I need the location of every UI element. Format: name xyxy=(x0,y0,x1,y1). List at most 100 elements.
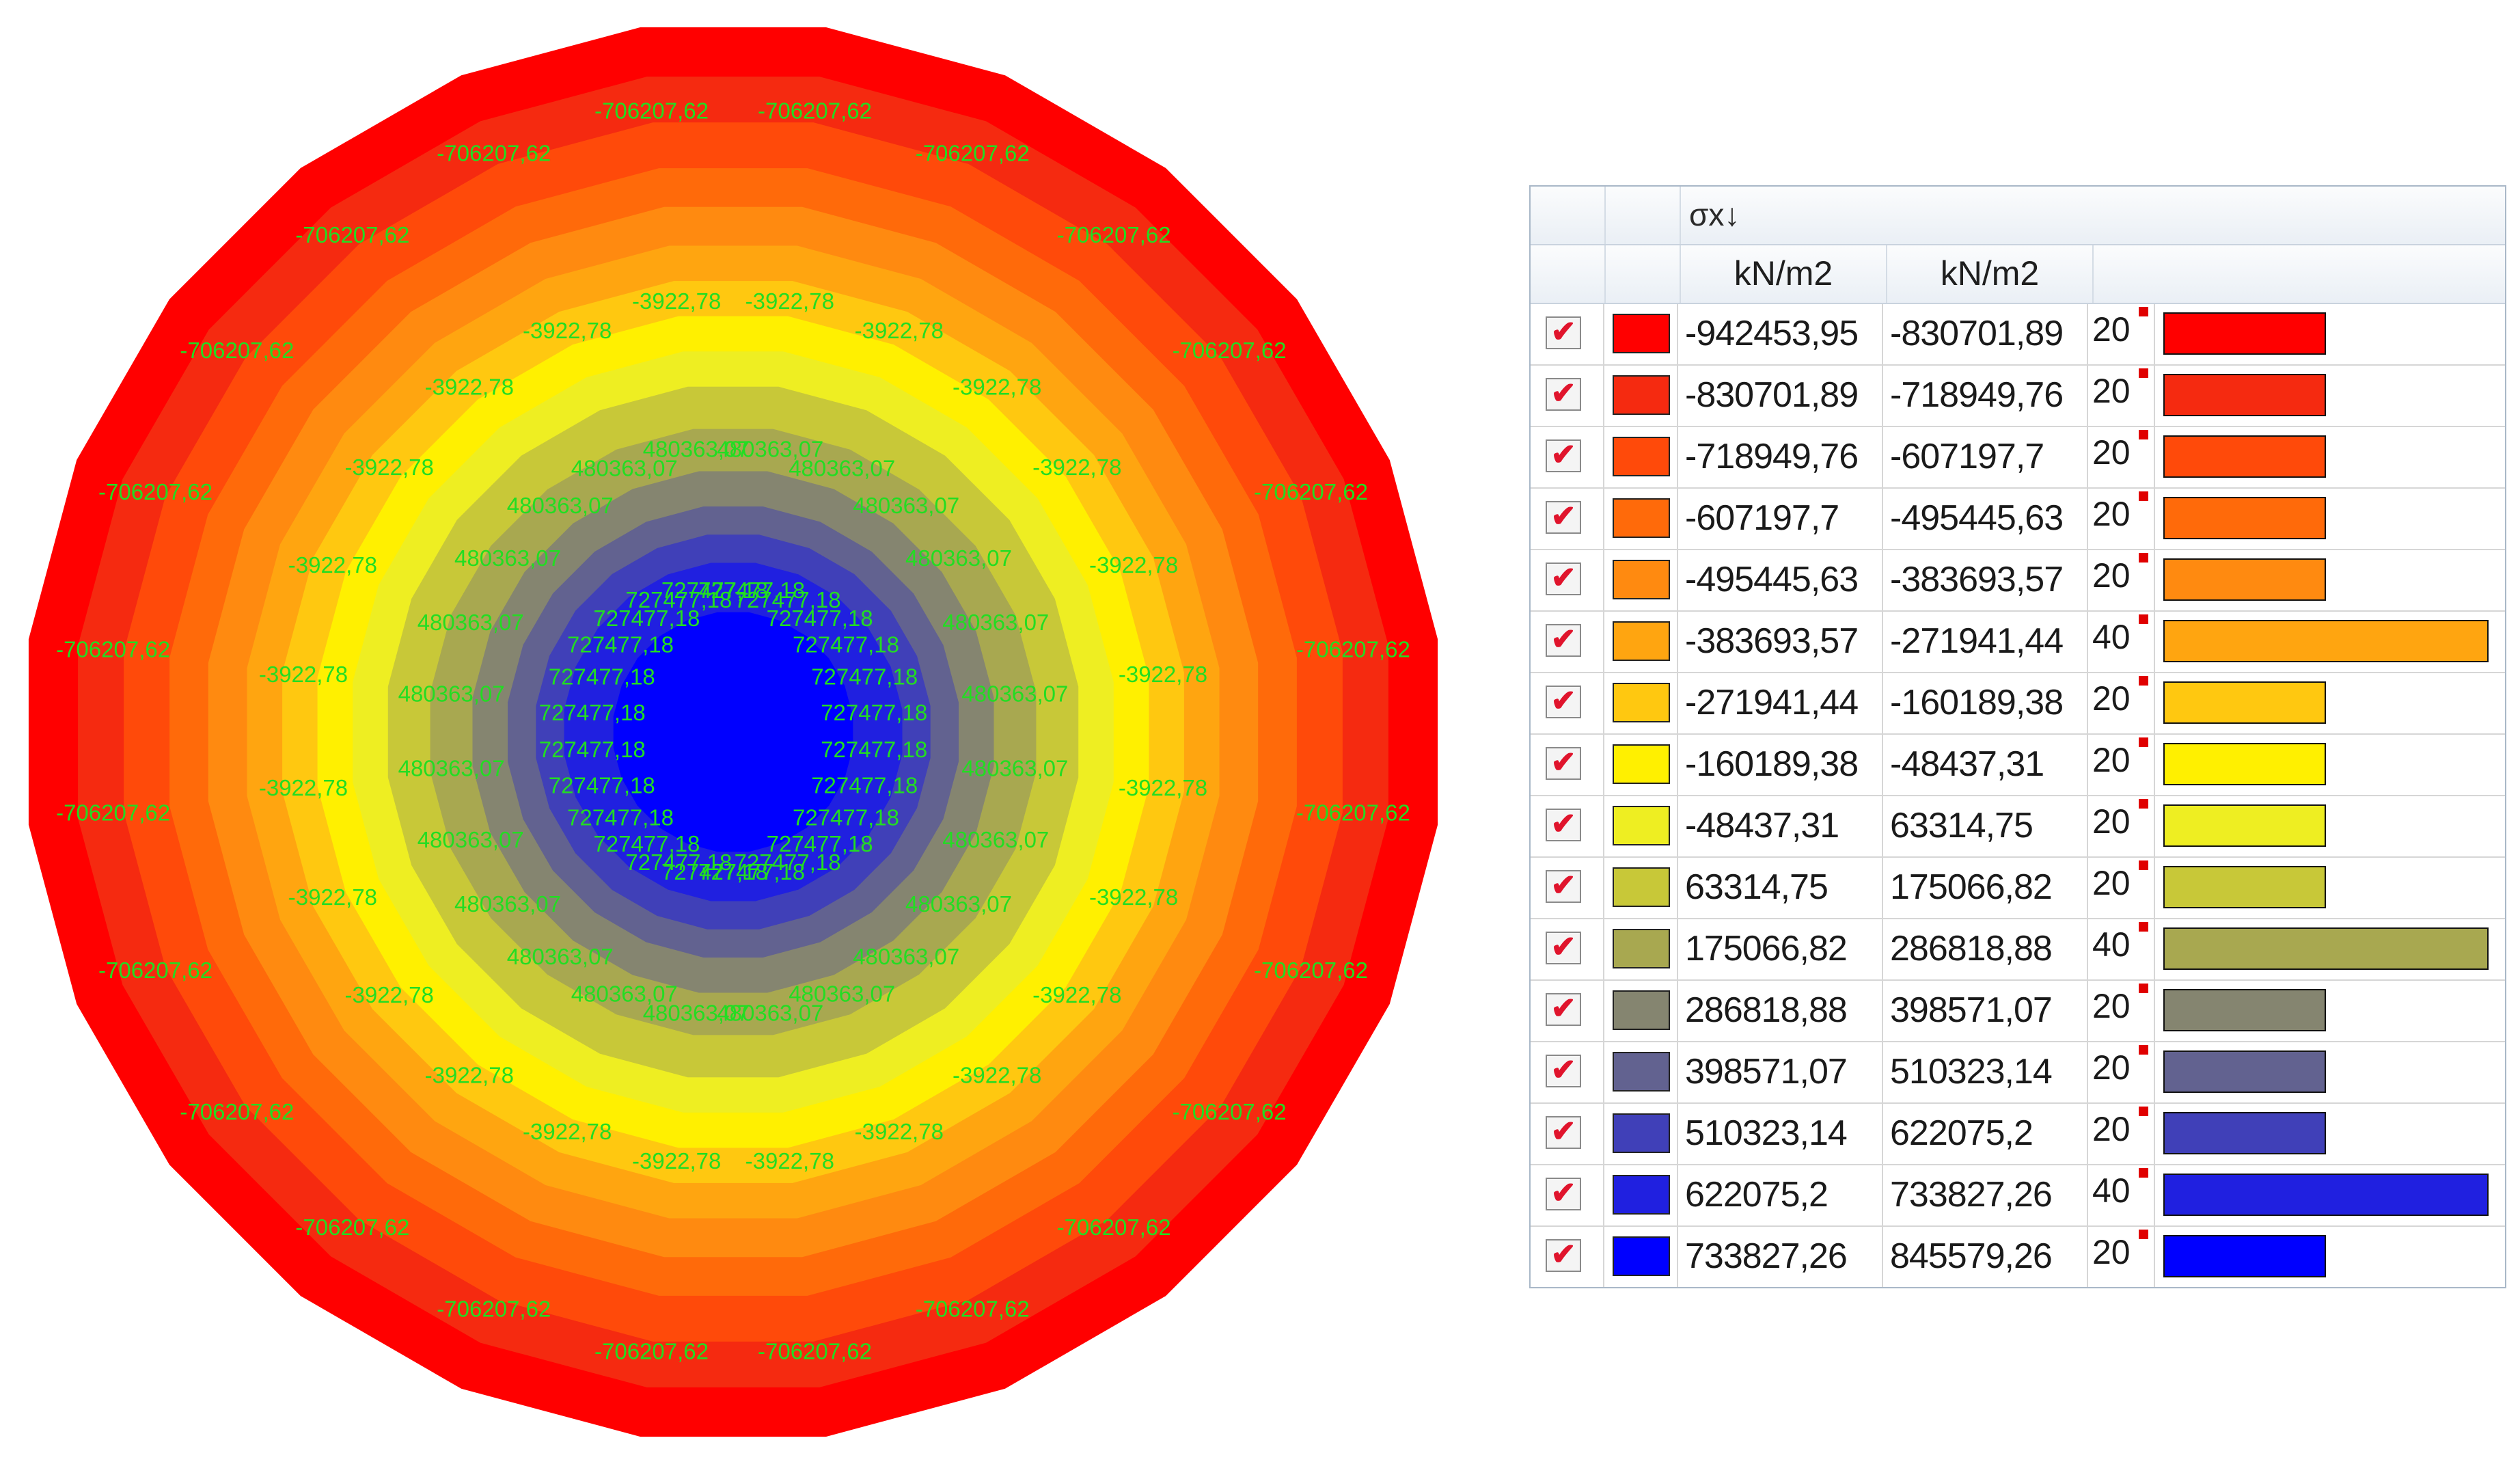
visibility-checkbox[interactable]: ✔ xyxy=(1546,1055,1581,1087)
visibility-checkbox[interactable]: ✔ xyxy=(1546,1116,1581,1149)
visibility-checkbox[interactable]: ✔ xyxy=(1546,1178,1581,1210)
contour-label: -706207,62 xyxy=(758,98,872,124)
contour-label: -3922,78 xyxy=(345,982,434,1007)
contour-label: 480363,07 xyxy=(507,493,614,518)
color-swatch[interactable] xyxy=(1613,806,1670,845)
percent-bar xyxy=(2163,989,2326,1031)
range-to-value: -718949,76 xyxy=(1883,366,2088,426)
contour-label: 727477,18 xyxy=(698,578,805,603)
contour-label: 480363,07 xyxy=(454,545,561,571)
visibility-checkbox[interactable]: ✔ xyxy=(1546,870,1581,903)
contour-label: -706207,62 xyxy=(916,1297,1030,1322)
percent-marker-icon xyxy=(2139,799,2148,809)
contour-label: -3922,78 xyxy=(425,375,514,400)
color-swatch[interactable] xyxy=(1613,744,1670,784)
percent-bar xyxy=(2163,1112,2326,1154)
range-from-value: -607197,7 xyxy=(1678,489,1883,549)
color-swatch[interactable] xyxy=(1613,1175,1670,1215)
percent-bar xyxy=(2163,1050,2326,1093)
contour-label: -3922,78 xyxy=(288,552,377,578)
legend-row: ✔ 622075,2 733827,26 40 xyxy=(1531,1165,2505,1227)
visibility-checkbox[interactable]: ✔ xyxy=(1546,809,1581,841)
visibility-checkbox[interactable]: ✔ xyxy=(1546,624,1581,657)
visibility-checkbox[interactable]: ✔ xyxy=(1546,747,1581,780)
range-from-value: 175066,82 xyxy=(1678,919,1883,979)
contour-label: -706207,62 xyxy=(1057,1215,1171,1240)
visibility-checkbox[interactable]: ✔ xyxy=(1546,501,1581,534)
percent-value: 20 xyxy=(2088,981,2155,1041)
contour-label: -3922,78 xyxy=(288,884,377,910)
color-swatch[interactable] xyxy=(1613,1113,1670,1153)
percent-marker-icon xyxy=(2139,1107,2148,1116)
range-from-value: -718949,76 xyxy=(1678,427,1883,487)
legend-row: ✔ 63314,75 175066,82 20 xyxy=(1531,858,2505,919)
visibility-checkbox[interactable]: ✔ xyxy=(1546,993,1581,1026)
range-to-value: -160189,38 xyxy=(1883,673,2088,733)
visibility-checkbox[interactable]: ✔ xyxy=(1546,378,1581,411)
range-from-value: 622075,2 xyxy=(1678,1165,1883,1225)
contour-label: 480363,07 xyxy=(571,456,678,481)
contour-label: -706207,62 xyxy=(758,1338,872,1364)
range-to-value: -607197,7 xyxy=(1883,427,2088,487)
contour-label: 727477,18 xyxy=(735,850,841,875)
color-swatch[interactable] xyxy=(1613,621,1670,661)
percent-marker-icon xyxy=(2139,614,2148,624)
color-swatch[interactable] xyxy=(1613,929,1670,968)
color-swatch[interactable] xyxy=(1613,867,1670,907)
percent-value: 20 xyxy=(2088,673,2155,733)
visibility-checkbox[interactable]: ✔ xyxy=(1546,316,1581,349)
legend-row: ✔ 733827,26 845579,26 20 xyxy=(1531,1227,2505,1287)
visibility-checkbox[interactable]: ✔ xyxy=(1546,562,1581,595)
range-to-value: 286818,88 xyxy=(1883,919,2088,979)
contour-label: 727477,18 xyxy=(549,664,655,689)
contour-label: -706207,62 xyxy=(98,958,213,983)
color-swatch[interactable] xyxy=(1613,1052,1670,1092)
legend-table: σx↓ kN/m2 kN/m2 ✔ -942453,95 -830701,89 20 ✔… xyxy=(1529,185,2506,1288)
color-swatch[interactable] xyxy=(1613,314,1670,353)
contour-label: 480363,07 xyxy=(789,981,895,1006)
contour-label: -3922,78 xyxy=(523,318,612,343)
color-swatch[interactable] xyxy=(1613,375,1670,415)
range-from-value: -830701,89 xyxy=(1678,366,1883,426)
contour-label: -706207,62 xyxy=(1296,800,1410,826)
visibility-checkbox[interactable]: ✔ xyxy=(1546,932,1581,964)
contour-label: 480363,07 xyxy=(417,610,524,635)
contour-label: -706207,62 xyxy=(1173,1099,1287,1124)
color-swatch[interactable] xyxy=(1613,498,1670,538)
contour-label: -3922,78 xyxy=(345,455,434,480)
visibility-checkbox[interactable]: ✔ xyxy=(1546,686,1581,718)
range-to-value: -495445,63 xyxy=(1883,489,2088,549)
contour-label: -706207,62 xyxy=(1057,222,1171,247)
color-swatch[interactable] xyxy=(1613,437,1670,476)
contour-label: 727477,18 xyxy=(625,850,732,875)
color-swatch[interactable] xyxy=(1613,560,1670,599)
contour-label: 727477,18 xyxy=(767,606,873,631)
range-to-value: 733827,26 xyxy=(1883,1165,2088,1225)
contour-label: 480363,07 xyxy=(853,944,959,969)
visibility-checkbox[interactable]: ✔ xyxy=(1546,439,1581,472)
contour-label: -3922,78 xyxy=(1119,662,1207,687)
contour-label: 480363,07 xyxy=(417,827,524,852)
visibility-checkbox[interactable]: ✔ xyxy=(1546,1239,1581,1272)
legend-row: ✔ -48437,31 63314,75 20 xyxy=(1531,796,2505,858)
range-from-value: 733827,26 xyxy=(1678,1227,1883,1287)
contour-label: -3922,78 xyxy=(1089,884,1178,910)
contour-label: 727477,18 xyxy=(539,700,646,725)
color-swatch[interactable] xyxy=(1613,990,1670,1030)
legend-units-header: kN/m2 kN/m2 xyxy=(1531,245,2505,304)
percent-value: 20 xyxy=(2088,550,2155,610)
contour-label: -3922,78 xyxy=(1089,552,1178,578)
percent-value: 40 xyxy=(2088,612,2155,672)
color-swatch[interactable] xyxy=(1613,683,1670,722)
contour-label: 727477,18 xyxy=(567,805,674,830)
color-swatch[interactable] xyxy=(1613,1236,1670,1276)
legend-row: ✔ -830701,89 -718949,76 20 xyxy=(1531,366,2505,427)
percent-bar xyxy=(2163,497,2326,539)
unit-column-to: kN/m2 xyxy=(1887,245,2094,303)
range-to-value: -383693,57 xyxy=(1883,550,2088,610)
legend-header: σx↓ xyxy=(1531,187,2505,245)
range-to-value: 845579,26 xyxy=(1883,1227,2088,1287)
percent-value: 20 xyxy=(2088,427,2155,487)
percent-bar xyxy=(2163,866,2326,908)
percent-marker-icon xyxy=(2139,368,2148,378)
